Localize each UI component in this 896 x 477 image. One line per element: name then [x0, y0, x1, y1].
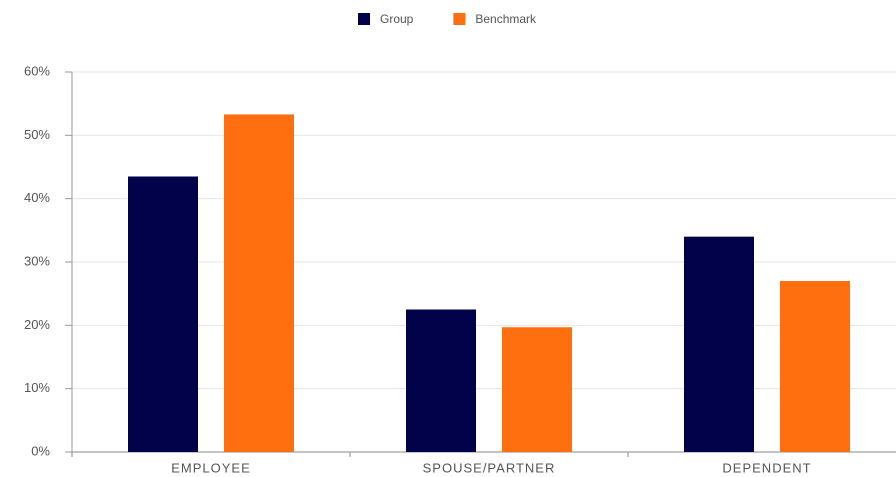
- x-tick-label: SPOUSE/PARTNER: [423, 460, 556, 475]
- legend-swatch: [358, 13, 370, 25]
- y-tick-label: 50%: [24, 127, 50, 142]
- legend-swatch: [453, 13, 466, 25]
- bar: [502, 327, 572, 452]
- y-tick-label: 40%: [24, 190, 50, 205]
- bar: [128, 176, 198, 452]
- bar: [684, 236, 754, 452]
- y-tick-label: 60%: [24, 63, 50, 78]
- bar: [224, 114, 294, 452]
- legend-label: Group: [380, 12, 414, 26]
- y-tick-label: 30%: [24, 253, 50, 268]
- x-tick-label: DEPENDENT: [722, 460, 811, 475]
- bar: [406, 309, 476, 452]
- y-tick-label: 10%: [24, 380, 50, 395]
- y-tick-label: 20%: [24, 317, 50, 332]
- x-tick-label: EMPLOYEE: [171, 460, 251, 475]
- legend-label: Benchmark: [475, 12, 537, 26]
- y-tick-label: 0%: [31, 443, 50, 458]
- bar: [780, 281, 850, 452]
